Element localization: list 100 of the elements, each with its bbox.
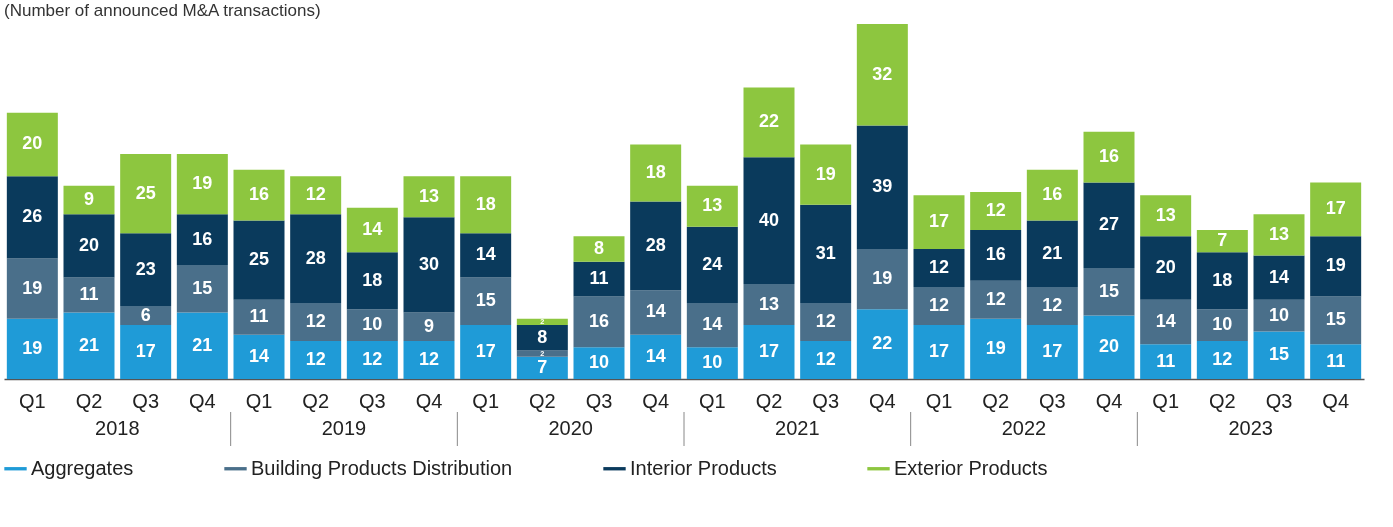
bar	[743, 325, 795, 379]
bar	[516, 325, 568, 351]
data-label: 20	[1155, 257, 1176, 278]
data-label: 18	[645, 161, 666, 182]
bar	[403, 217, 455, 313]
bar	[63, 312, 115, 379]
bar	[970, 280, 1022, 319]
x-tick-label: Q1	[18, 389, 46, 412]
data-label: 12	[305, 348, 326, 369]
data-label: 14	[1268, 266, 1290, 287]
bar	[1310, 182, 1362, 237]
bar	[460, 233, 512, 278]
bar	[176, 312, 228, 379]
bar	[1083, 268, 1135, 316]
bar	[686, 347, 738, 379]
bar	[403, 312, 455, 341]
data-label: 10	[362, 314, 383, 335]
data-label: 11	[1326, 350, 1346, 371]
bar	[573, 296, 625, 348]
data-label: 22	[872, 333, 893, 354]
data-label: 14	[1155, 310, 1176, 331]
bar	[856, 125, 908, 250]
text: 2023	[1228, 417, 1273, 439]
bar	[290, 176, 342, 215]
bar	[800, 204, 852, 303]
data-label: 19	[1325, 255, 1346, 276]
data-label: 20	[22, 133, 43, 154]
data-label: 14	[645, 301, 666, 322]
data-label: 12	[815, 310, 836, 331]
data-label: 15	[192, 277, 213, 298]
x-tick-label: Q1	[925, 389, 953, 412]
x-tick-label: Q4	[868, 389, 896, 412]
data-label: 26	[22, 206, 43, 227]
x-tick-label: Q3	[585, 389, 613, 412]
text: 2022	[1001, 417, 1047, 439]
data-label: 22	[758, 111, 780, 132]
data-label: 14	[645, 345, 666, 366]
data-label: 14	[248, 345, 270, 366]
data-label: 25	[248, 249, 270, 270]
data-label: 40	[758, 209, 780, 230]
bar	[630, 334, 682, 379]
data-label: 12	[815, 348, 836, 369]
data-label: 19	[22, 277, 43, 298]
bar	[1140, 236, 1192, 300]
bar	[970, 318, 1022, 379]
bar	[970, 191, 1022, 231]
data-label: 15	[475, 290, 496, 311]
data-label: 12	[928, 257, 950, 278]
bar	[1196, 252, 1248, 310]
data-label: 15	[1268, 344, 1290, 365]
data-label: 17	[475, 341, 496, 362]
chart-title: (Number of announced M&A transactions)	[4, 1, 321, 20]
bar	[6, 112, 58, 177]
data-label: 17	[1042, 341, 1063, 362]
x-tick-label: Q1	[698, 389, 726, 412]
bar	[630, 201, 682, 291]
bar	[233, 169, 285, 221]
data-label: 17	[758, 341, 780, 362]
bar	[120, 153, 172, 234]
data-label: 19	[872, 268, 893, 289]
x-tick-label: Q2	[302, 389, 330, 412]
bar	[856, 309, 908, 379]
bar	[1310, 296, 1362, 345]
data-label: 28	[645, 234, 666, 255]
bar	[573, 261, 625, 297]
data-label: 17	[1325, 198, 1346, 219]
bar	[460, 277, 512, 326]
bar	[1310, 344, 1362, 379]
data-label: 7	[1217, 230, 1228, 251]
data-label: 24	[702, 253, 723, 274]
x-tick-label: Q2	[1208, 389, 1236, 412]
bar	[63, 185, 115, 215]
data-label: 12	[1212, 348, 1233, 369]
bar	[1196, 230, 1248, 253]
data-label: 13	[702, 195, 723, 216]
data-label: 21	[192, 334, 213, 355]
data-label: 13	[1155, 204, 1176, 225]
data-label: 27	[1098, 214, 1120, 235]
data-label: 11	[1156, 350, 1176, 371]
bar	[1083, 182, 1135, 269]
data-label: 25	[135, 182, 156, 203]
bar	[516, 350, 568, 357]
data-label: 20	[78, 234, 100, 255]
legend-label: Exterior Products	[894, 456, 1048, 479]
data-label: 20	[1098, 336, 1120, 357]
data-label: 16	[248, 184, 270, 205]
bar	[573, 347, 625, 379]
bar	[1083, 315, 1135, 379]
bar	[800, 144, 852, 205]
data-label: 8	[537, 326, 548, 347]
data-label: 16	[192, 228, 213, 249]
bar	[516, 356, 568, 379]
bar	[1253, 331, 1305, 379]
bar	[913, 287, 965, 326]
x-tick-label: Q3	[132, 389, 160, 412]
bar	[1026, 325, 1078, 379]
x-tick-label: Q3	[1038, 389, 1066, 412]
bar	[856, 249, 908, 310]
bar	[800, 302, 852, 341]
data-label: 12	[362, 348, 383, 369]
